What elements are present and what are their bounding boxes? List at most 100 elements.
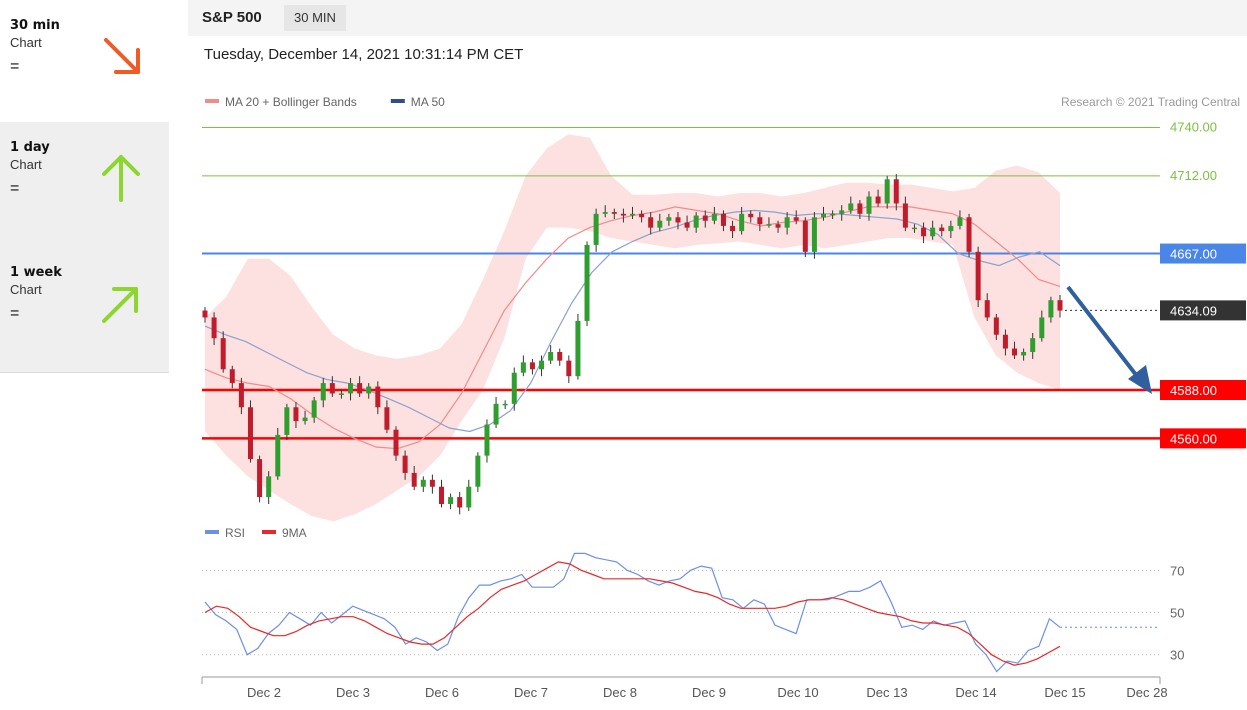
- level-label-box: [1160, 380, 1246, 400]
- candle: [1048, 300, 1054, 318]
- candle: [247, 407, 253, 460]
- x-tick-label: Dec 7: [514, 685, 548, 700]
- candle: [730, 225, 736, 232]
- candle: [502, 403, 508, 406]
- candle: [266, 476, 272, 498]
- candle: [520, 362, 526, 373]
- candle: [766, 224, 772, 226]
- candle: [921, 227, 927, 237]
- candle: [475, 455, 481, 487]
- candle: [539, 360, 545, 370]
- legend-label: 9MA: [282, 526, 307, 540]
- level-label: 4634.09: [1170, 303, 1217, 318]
- ma50-line: [204, 209, 1061, 433]
- candle: [557, 352, 563, 361]
- candle: [448, 497, 454, 504]
- candle: [620, 213, 626, 216]
- x-tick-label: Dec 28: [1126, 685, 1167, 700]
- candle: [639, 213, 645, 218]
- candle: [839, 210, 845, 214]
- candle: [238, 383, 244, 408]
- candle: [830, 213, 836, 216]
- candle: [602, 212, 608, 214]
- candle: [457, 497, 463, 508]
- candle: [384, 407, 390, 430]
- rsi-line: [204, 552, 1061, 673]
- x-tick-label: Dec 8: [603, 685, 637, 700]
- candle: [311, 400, 317, 418]
- candle: [939, 227, 945, 232]
- candle: [338, 393, 344, 395]
- candle: [802, 220, 808, 252]
- candle: [720, 213, 726, 226]
- candle: [993, 317, 999, 335]
- candle: [220, 338, 226, 370]
- timeframe-equal-sign: =: [10, 58, 20, 75]
- candle: [757, 217, 763, 225]
- rsi-ma-line: [204, 561, 1061, 666]
- candle: [357, 383, 363, 394]
- candle: [648, 217, 654, 228]
- timeframe-sidebar: 30 min Chart = 1 day Chart = 1 week Char…: [0, 0, 170, 373]
- candle: [566, 360, 572, 377]
- x-tick-label: Dec 15: [1044, 685, 1085, 700]
- candle: [511, 372, 517, 404]
- arrow-up-icon: [102, 155, 140, 202]
- legend-swatch: [205, 530, 219, 534]
- candle: [211, 317, 217, 339]
- candle: [875, 196, 881, 204]
- candle: [748, 213, 754, 218]
- level-label-box: [1160, 243, 1246, 264]
- candle: [366, 386, 372, 394]
- x-tick-label: Dec 3: [336, 685, 370, 700]
- candle: [402, 455, 408, 473]
- timeframe-card-1week[interactable]: 1 week Chart =: [0, 247, 169, 373]
- level-label: 4560.00: [1170, 431, 1217, 446]
- timeframe-card-30min[interactable]: 30 min Chart =: [0, 0, 169, 126]
- timeframe-subtitle: Chart: [10, 282, 42, 297]
- candle: [484, 424, 490, 456]
- x-tick-label: Dec 2: [247, 685, 281, 700]
- candle: [429, 479, 435, 487]
- candle: [975, 251, 981, 301]
- level-label: 4740.00: [1170, 119, 1217, 134]
- candle: [329, 383, 335, 394]
- bollinger-band: [205, 134, 1060, 522]
- candle: [966, 217, 972, 252]
- forecast-arrow: [1066, 285, 1142, 382]
- chart-credit: Research © 2021 Trading Central: [1061, 95, 1240, 109]
- legend-swatch: [205, 99, 219, 103]
- candle: [657, 220, 663, 228]
- candle: [684, 222, 690, 228]
- arrow-up-right-icon: [102, 287, 138, 323]
- candle: [593, 213, 599, 245]
- candle: [466, 486, 472, 508]
- candle: [675, 217, 681, 223]
- forecast-arrowhead: [1128, 365, 1152, 394]
- candle: [348, 383, 354, 394]
- candle: [202, 310, 208, 318]
- x-tick-label: Dec 10: [777, 685, 818, 700]
- candle: [630, 213, 635, 216]
- candle: [1002, 334, 1008, 349]
- level-label: 4667.00: [1170, 247, 1217, 262]
- candle: [984, 300, 990, 318]
- level-label: 4588.00: [1170, 383, 1217, 398]
- candle: [693, 215, 699, 228]
- legend-swatch: [390, 99, 405, 103]
- x-tick-label: Dec 13: [866, 685, 907, 700]
- candle: [584, 244, 590, 321]
- arrow-down-right-icon: [104, 38, 140, 74]
- chart-datetime: Tuesday, December 14, 2021 10:31:14 PM C…: [204, 46, 524, 63]
- candle: [1012, 348, 1018, 356]
- candle: [375, 386, 381, 408]
- rsi-tick-label: 50: [1170, 606, 1184, 621]
- timeframe-name: 30 min: [10, 18, 60, 33]
- candle: [666, 217, 672, 221]
- candle: [930, 227, 936, 237]
- candle: [702, 215, 708, 221]
- candle: [948, 225, 954, 232]
- interval-selector[interactable]: 30 MIN: [284, 5, 346, 31]
- candle: [229, 369, 235, 384]
